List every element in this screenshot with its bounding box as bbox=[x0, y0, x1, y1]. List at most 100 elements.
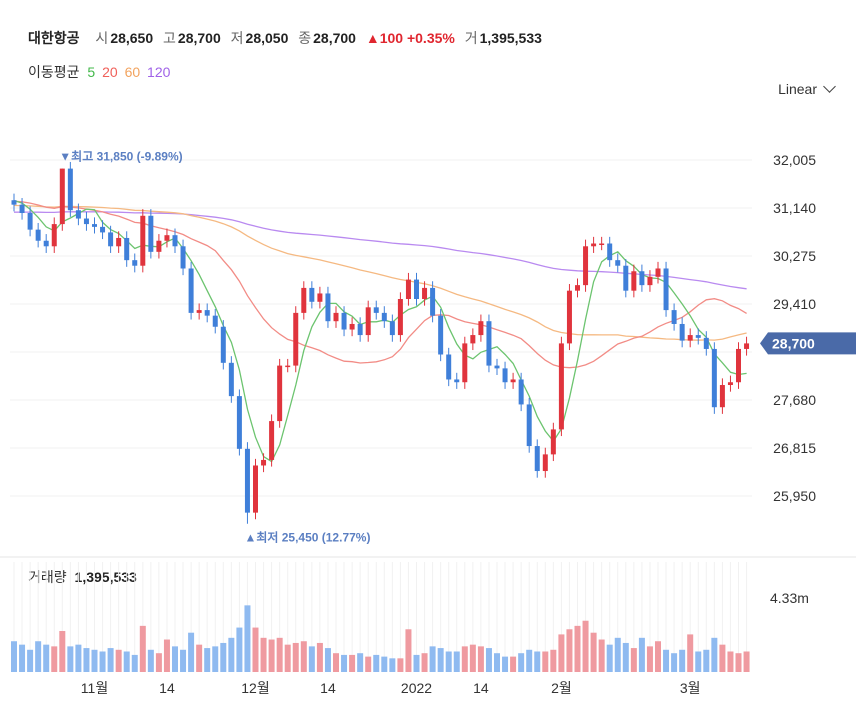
volume-bar bbox=[204, 648, 211, 672]
ma-legend: 이동평균 5 20 60 120 bbox=[28, 62, 173, 82]
candle-body bbox=[430, 287, 436, 316]
candle-body bbox=[309, 287, 315, 302]
candle-body bbox=[27, 212, 33, 230]
candle-body bbox=[43, 240, 49, 247]
volume-bar bbox=[477, 646, 484, 672]
change-value: ▲100 +0.35% bbox=[365, 30, 455, 46]
volume-bar bbox=[679, 649, 686, 672]
volume-bar bbox=[453, 651, 460, 672]
volume-bar bbox=[284, 644, 291, 672]
volume-bar bbox=[276, 637, 283, 672]
candle-body bbox=[534, 446, 540, 472]
scale-selector-label: Linear bbox=[778, 81, 817, 97]
volume-bar bbox=[421, 653, 428, 672]
candle-body bbox=[148, 215, 154, 252]
volume-bar bbox=[735, 653, 742, 672]
x-tick-label: 12월 bbox=[241, 680, 269, 696]
candle-body bbox=[679, 323, 685, 341]
volume-bar bbox=[67, 646, 74, 672]
volume-bar bbox=[260, 637, 267, 672]
candle-body bbox=[510, 379, 516, 383]
candle-body bbox=[446, 354, 452, 380]
volume-bar bbox=[381, 656, 388, 672]
volume-bar bbox=[638, 637, 645, 672]
volume-bar bbox=[671, 653, 678, 672]
ma-20-line bbox=[13, 200, 747, 369]
ma-5-label[interactable]: 5 bbox=[87, 64, 96, 80]
candle-body bbox=[188, 268, 194, 313]
candle-body bbox=[623, 265, 629, 291]
ma-20-label[interactable]: 20 bbox=[102, 64, 118, 80]
candle-body bbox=[478, 321, 484, 336]
candle-body bbox=[341, 312, 347, 330]
volume-bar bbox=[91, 649, 98, 672]
volume-bar bbox=[75, 644, 82, 672]
candle-body bbox=[220, 326, 226, 363]
candle-body bbox=[293, 312, 299, 366]
candle-body bbox=[11, 200, 17, 205]
candle-body bbox=[277, 365, 283, 422]
candle-body bbox=[736, 348, 741, 383]
volume-bar bbox=[542, 651, 549, 672]
ma-120-label[interactable]: 120 bbox=[147, 64, 171, 80]
candle-body bbox=[542, 454, 548, 472]
candle-body bbox=[695, 335, 701, 338]
candle-body bbox=[655, 268, 661, 277]
candle-body bbox=[494, 365, 500, 369]
candle-body bbox=[389, 321, 395, 336]
candle-body bbox=[550, 429, 556, 455]
candle-body bbox=[438, 315, 444, 355]
x-tick-label: 3월 bbox=[680, 680, 701, 696]
volume-label: 거 bbox=[464, 30, 478, 46]
candle-body bbox=[172, 235, 178, 247]
volume-bar bbox=[582, 620, 589, 672]
candle-body bbox=[228, 362, 234, 397]
volume-bar bbox=[308, 646, 315, 672]
candle-body bbox=[373, 307, 379, 313]
volume-bar bbox=[35, 641, 42, 672]
volume-bar bbox=[180, 649, 187, 672]
volume-bar bbox=[413, 654, 420, 672]
volume-bar bbox=[316, 642, 323, 672]
volume-bar bbox=[163, 639, 170, 672]
volume-bar bbox=[663, 649, 670, 672]
candle-body bbox=[414, 279, 419, 300]
volume-bar bbox=[510, 656, 517, 672]
candle-body bbox=[349, 323, 355, 330]
candle-body bbox=[333, 312, 339, 322]
candle-body bbox=[124, 237, 130, 261]
volume-bar bbox=[606, 644, 613, 672]
volume-bar bbox=[131, 654, 138, 672]
high-value: 28,700 bbox=[177, 30, 221, 46]
volume-bar bbox=[389, 658, 396, 672]
candle-body bbox=[647, 276, 653, 286]
scale-selector[interactable]: Linear bbox=[778, 80, 836, 97]
ma-legend-label: 이동평균 bbox=[28, 64, 80, 80]
candle-body bbox=[116, 237, 122, 247]
ma-60-label[interactable]: 60 bbox=[124, 64, 141, 80]
candle-body bbox=[518, 379, 524, 405]
volume-bar bbox=[155, 653, 162, 672]
volume-bar bbox=[43, 644, 50, 672]
volume-bar bbox=[622, 642, 629, 672]
high-label: 고 bbox=[163, 30, 176, 46]
candle-body bbox=[687, 335, 693, 341]
volume-header-value: 1,395,533 bbox=[74, 569, 137, 585]
candle-body bbox=[365, 307, 371, 336]
volume-bar bbox=[445, 651, 452, 672]
candle-body bbox=[558, 343, 564, 430]
volume-bar bbox=[614, 637, 621, 672]
candle-body bbox=[405, 279, 411, 300]
volume-bar bbox=[437, 648, 444, 672]
volume-bar bbox=[324, 648, 331, 672]
candle-body bbox=[212, 315, 218, 327]
candle-body bbox=[325, 293, 331, 322]
candle-body bbox=[703, 337, 709, 349]
candle-body bbox=[156, 240, 162, 252]
candle-body bbox=[591, 243, 597, 247]
candle-body bbox=[575, 285, 580, 291]
candle-body bbox=[83, 218, 89, 225]
candle-body bbox=[285, 365, 291, 368]
candle-body bbox=[301, 287, 307, 313]
